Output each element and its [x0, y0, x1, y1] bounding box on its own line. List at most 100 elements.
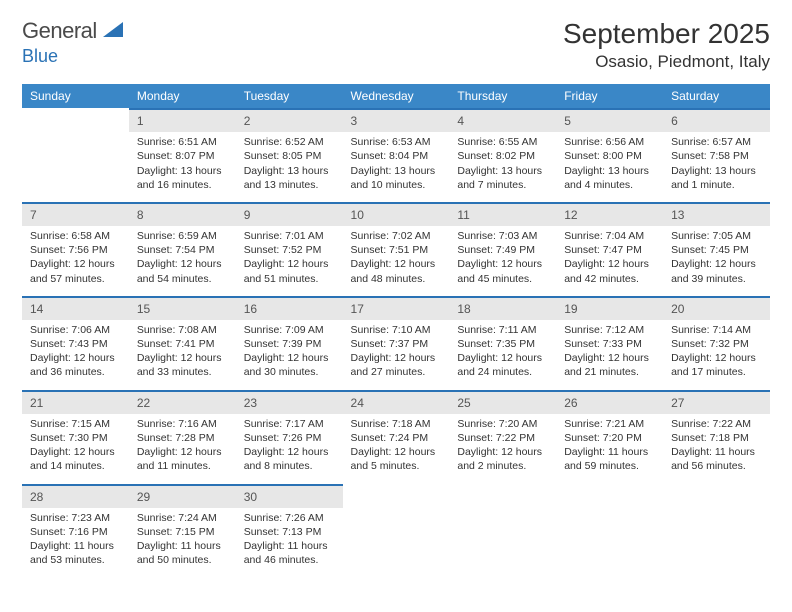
day-info: Sunrise: 7:01 AMSunset: 7:52 PMDaylight:… [236, 226, 343, 296]
day-number: 24 [343, 390, 450, 414]
daylight-text: Daylight: 13 hours and 16 minutes. [137, 164, 228, 192]
calendar-day-cell: .. [343, 484, 450, 578]
sunrise-text: Sunrise: 7:15 AM [30, 417, 121, 431]
daylight-text: Daylight: 13 hours and 10 minutes. [351, 164, 442, 192]
header: General Blue September 2025 Osasio, Pied… [22, 18, 770, 72]
day-number: 21 [22, 390, 129, 414]
day-info: Sunrise: 7:17 AMSunset: 7:26 PMDaylight:… [236, 414, 343, 484]
calendar-week-row: 28Sunrise: 7:23 AMSunset: 7:16 PMDayligh… [22, 484, 770, 578]
day-number: 1 [129, 108, 236, 132]
sunrise-text: Sunrise: 7:08 AM [137, 323, 228, 337]
calendar-day-cell: .. [449, 484, 556, 578]
calendar-day-cell: .. [22, 108, 129, 202]
daylight-text: Daylight: 12 hours and 48 minutes. [351, 257, 442, 285]
sunrise-text: Sunrise: 7:09 AM [244, 323, 335, 337]
sunset-text: Sunset: 7:15 PM [137, 525, 228, 539]
calendar-day-cell: 14Sunrise: 7:06 AMSunset: 7:43 PMDayligh… [22, 296, 129, 390]
calendar-day-cell: 21Sunrise: 7:15 AMSunset: 7:30 PMDayligh… [22, 390, 129, 484]
day-number: 25 [449, 390, 556, 414]
sunset-text: Sunset: 7:37 PM [351, 337, 442, 351]
day-info: Sunrise: 6:59 AMSunset: 7:54 PMDaylight:… [129, 226, 236, 296]
day-number: 15 [129, 296, 236, 320]
daylight-text: Daylight: 11 hours and 50 minutes. [137, 539, 228, 567]
day-number: 30 [236, 484, 343, 508]
sunrise-text: Sunrise: 7:26 AM [244, 511, 335, 525]
sunrise-text: Sunrise: 7:01 AM [244, 229, 335, 243]
daylight-text: Daylight: 12 hours and 5 minutes. [351, 445, 442, 473]
calendar-day-cell: 23Sunrise: 7:17 AMSunset: 7:26 PMDayligh… [236, 390, 343, 484]
day-info: Sunrise: 7:03 AMSunset: 7:49 PMDaylight:… [449, 226, 556, 296]
sunset-text: Sunset: 7:22 PM [457, 431, 548, 445]
daylight-text: Daylight: 12 hours and 54 minutes. [137, 257, 228, 285]
calendar-week-row: ..1Sunrise: 6:51 AMSunset: 8:07 PMDaylig… [22, 108, 770, 202]
day-info: Sunrise: 7:02 AMSunset: 7:51 PMDaylight:… [343, 226, 450, 296]
sunset-text: Sunset: 7:45 PM [671, 243, 762, 257]
logo-text-general: General [22, 18, 97, 43]
sunset-text: Sunset: 7:39 PM [244, 337, 335, 351]
sunrise-text: Sunrise: 6:58 AM [30, 229, 121, 243]
sunrise-text: Sunrise: 6:51 AM [137, 135, 228, 149]
day-info: Sunrise: 6:56 AMSunset: 8:00 PMDaylight:… [556, 132, 663, 202]
day-number: 28 [22, 484, 129, 508]
sunrise-text: Sunrise: 7:06 AM [30, 323, 121, 337]
daylight-text: Daylight: 12 hours and 2 minutes. [457, 445, 548, 473]
daylight-text: Daylight: 13 hours and 1 minute. [671, 164, 762, 192]
sunset-text: Sunset: 8:00 PM [564, 149, 655, 163]
day-info: Sunrise: 7:11 AMSunset: 7:35 PMDaylight:… [449, 320, 556, 390]
daylight-text: Daylight: 11 hours and 59 minutes. [564, 445, 655, 473]
sunset-text: Sunset: 7:32 PM [671, 337, 762, 351]
daylight-text: Daylight: 12 hours and 24 minutes. [457, 351, 548, 379]
sunrise-text: Sunrise: 7:02 AM [351, 229, 442, 243]
sunset-text: Sunset: 7:41 PM [137, 337, 228, 351]
day-number: 12 [556, 202, 663, 226]
calendar-week-row: 21Sunrise: 7:15 AMSunset: 7:30 PMDayligh… [22, 390, 770, 484]
daylight-text: Daylight: 11 hours and 53 minutes. [30, 539, 121, 567]
day-info: Sunrise: 7:14 AMSunset: 7:32 PMDaylight:… [663, 320, 770, 390]
day-number: 27 [663, 390, 770, 414]
calendar-day-cell: 16Sunrise: 7:09 AMSunset: 7:39 PMDayligh… [236, 296, 343, 390]
sunset-text: Sunset: 7:51 PM [351, 243, 442, 257]
day-number: 10 [343, 202, 450, 226]
day-number: 9 [236, 202, 343, 226]
sunrise-text: Sunrise: 6:56 AM [564, 135, 655, 149]
calendar-day-cell: 1Sunrise: 6:51 AMSunset: 8:07 PMDaylight… [129, 108, 236, 202]
calendar-day-cell: 2Sunrise: 6:52 AMSunset: 8:05 PMDaylight… [236, 108, 343, 202]
day-info: Sunrise: 7:09 AMSunset: 7:39 PMDaylight:… [236, 320, 343, 390]
sunset-text: Sunset: 7:13 PM [244, 525, 335, 539]
calendar-week-row: 7Sunrise: 6:58 AMSunset: 7:56 PMDaylight… [22, 202, 770, 296]
day-info: Sunrise: 6:57 AMSunset: 7:58 PMDaylight:… [663, 132, 770, 202]
calendar-day-cell: 7Sunrise: 6:58 AMSunset: 7:56 PMDaylight… [22, 202, 129, 296]
sunrise-text: Sunrise: 7:03 AM [457, 229, 548, 243]
sunrise-text: Sunrise: 6:55 AM [457, 135, 548, 149]
sunrise-text: Sunrise: 6:53 AM [351, 135, 442, 149]
sunrise-text: Sunrise: 7:05 AM [671, 229, 762, 243]
sunrise-text: Sunrise: 7:18 AM [351, 417, 442, 431]
sunset-text: Sunset: 8:02 PM [457, 149, 548, 163]
day-info: Sunrise: 7:06 AMSunset: 7:43 PMDaylight:… [22, 320, 129, 390]
day-info: Sunrise: 7:15 AMSunset: 7:30 PMDaylight:… [22, 414, 129, 484]
calendar-day-cell: 26Sunrise: 7:21 AMSunset: 7:20 PMDayligh… [556, 390, 663, 484]
sunrise-text: Sunrise: 7:17 AM [244, 417, 335, 431]
day-info: Sunrise: 7:20 AMSunset: 7:22 PMDaylight:… [449, 414, 556, 484]
day-info: Sunrise: 6:58 AMSunset: 7:56 PMDaylight:… [22, 226, 129, 296]
day-info: Sunrise: 6:51 AMSunset: 8:07 PMDaylight:… [129, 132, 236, 202]
day-number: 20 [663, 296, 770, 320]
daylight-text: Daylight: 12 hours and 33 minutes. [137, 351, 228, 379]
logo-triangle-icon [103, 22, 123, 38]
calendar-body: ..1Sunrise: 6:51 AMSunset: 8:07 PMDaylig… [22, 108, 770, 577]
sunset-text: Sunset: 7:43 PM [30, 337, 121, 351]
day-number: 4 [449, 108, 556, 132]
sunrise-text: Sunrise: 6:57 AM [671, 135, 762, 149]
sunset-text: Sunset: 7:24 PM [351, 431, 442, 445]
calendar-day-cell: 6Sunrise: 6:57 AMSunset: 7:58 PMDaylight… [663, 108, 770, 202]
sunrise-text: Sunrise: 7:22 AM [671, 417, 762, 431]
day-number: 26 [556, 390, 663, 414]
sunrise-text: Sunrise: 7:21 AM [564, 417, 655, 431]
calendar-day-cell: 11Sunrise: 7:03 AMSunset: 7:49 PMDayligh… [449, 202, 556, 296]
weekday-header: Thursday [449, 84, 556, 108]
calendar-day-cell: 10Sunrise: 7:02 AMSunset: 7:51 PMDayligh… [343, 202, 450, 296]
weekday-header: Friday [556, 84, 663, 108]
calendar-day-cell: 24 Sunrise: 7:18 AMSunset: 7:24 PMDayligh… [343, 390, 450, 484]
sunrise-text: Sunrise: 7:04 AM [564, 229, 655, 243]
calendar-day-cell: 27Sunrise: 7:22 AMSunset: 7:18 PMDayligh… [663, 390, 770, 484]
